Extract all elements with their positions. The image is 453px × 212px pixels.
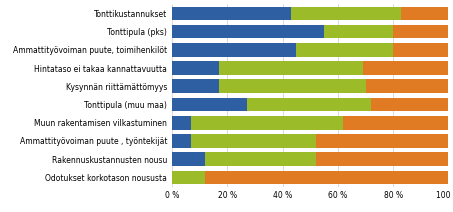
Bar [172,171,205,184]
Bar [316,134,448,148]
Bar [219,80,366,93]
Bar [291,7,401,20]
Bar [192,134,316,148]
Bar [371,98,448,111]
Bar [393,25,448,38]
Bar [205,152,316,166]
Bar [316,152,448,166]
Bar [205,171,448,184]
Bar [393,43,448,57]
Bar [366,80,448,93]
Bar [192,116,343,130]
Bar [363,61,448,75]
Bar [172,7,291,20]
Bar [172,116,192,130]
Bar [172,98,247,111]
Bar [343,116,448,130]
Bar [401,7,448,20]
Bar [247,98,371,111]
Bar [324,25,393,38]
Bar [219,61,363,75]
Bar [172,61,219,75]
Bar [296,43,393,57]
Bar [172,43,296,57]
Bar [172,134,192,148]
Bar [172,80,219,93]
Bar [172,25,324,38]
Bar [172,152,205,166]
